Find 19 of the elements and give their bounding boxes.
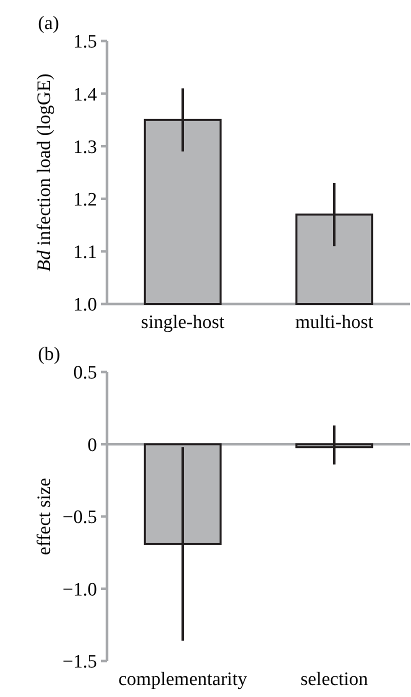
y-tick-label: 1.4 xyxy=(73,84,98,106)
x-tick-label: complementarity xyxy=(118,669,248,690)
y-tick-label: 1.0 xyxy=(73,294,97,316)
y-tick-label: 0 xyxy=(88,434,97,456)
y-axis-title: effect size xyxy=(34,478,55,556)
y-tick-label: 1.1 xyxy=(73,242,97,264)
x-tick-label: selection xyxy=(300,669,369,690)
y-tick-label: −1.5 xyxy=(62,652,97,673)
y-tick-label: 1.3 xyxy=(73,136,97,158)
y-tick-label: 1.5 xyxy=(73,32,97,53)
chart-title: (a) xyxy=(38,13,60,34)
y-axis-title: Bd infection load (logGE) xyxy=(34,74,55,272)
y-tick-label: −0.5 xyxy=(62,507,97,528)
x-tick-label: multi-host xyxy=(295,312,374,333)
y-tick-label: 0.5 xyxy=(73,362,97,384)
y-tick-label: 1.2 xyxy=(73,189,97,210)
x-tick-label: single-host xyxy=(141,312,226,333)
chart-title: (b) xyxy=(38,344,60,365)
y-tick-label: −1.0 xyxy=(62,579,97,600)
